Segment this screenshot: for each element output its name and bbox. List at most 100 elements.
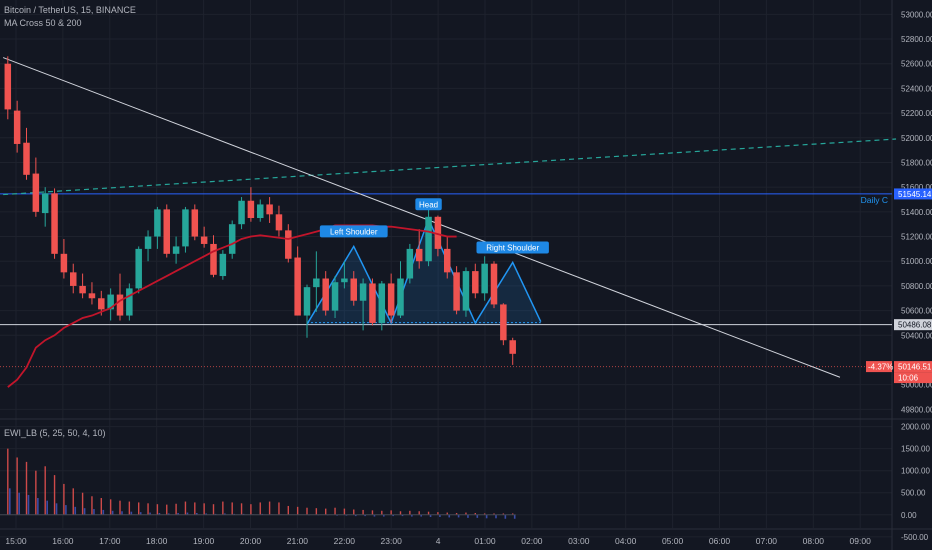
candle-body [434, 216, 442, 249]
sub-tick-label: 500.00 [901, 489, 926, 498]
candle-body [126, 288, 133, 316]
candle [415, 229, 423, 269]
pattern-label-bg [319, 225, 388, 238]
candle [434, 215, 442, 257]
candle-body [191, 209, 199, 237]
time-tick-label: 17:00 [99, 536, 121, 546]
candle-body [163, 209, 170, 254]
candle [266, 197, 273, 223]
pattern-label-bg [415, 198, 442, 211]
candle [294, 246, 301, 316]
candle-body [32, 173, 40, 212]
candle [107, 288, 114, 321]
candle-body [406, 248, 414, 279]
candle-body [322, 278, 329, 311]
candle [378, 280, 386, 331]
candle-body [144, 236, 152, 249]
candle-body [481, 263, 488, 294]
candle-body [98, 298, 105, 310]
candle-body [41, 193, 49, 214]
pattern-label-text: Right Shoulder [486, 243, 539, 252]
symbol-title: Bitcoin / TetherUS, 15, BINANCE [4, 5, 136, 15]
candle-body [509, 340, 516, 354]
price-tick-label: 52400.00 [901, 84, 932, 93]
candle [163, 204, 170, 258]
time-tick-label: 02:00 [521, 536, 543, 546]
candle-body [313, 278, 320, 288]
candle [341, 261, 348, 289]
candle-body [238, 200, 245, 225]
candle-body [247, 200, 255, 219]
time-tick-label: 20:00 [240, 536, 262, 546]
current-price-tag-text: 50146.51 [898, 363, 932, 372]
candle [135, 246, 142, 294]
candle-body [341, 278, 348, 283]
candle-body [331, 282, 339, 311]
candle-body [172, 246, 180, 254]
candle [369, 278, 376, 326]
candle [275, 205, 283, 237]
candle [154, 206, 161, 249]
candle-body [257, 204, 264, 219]
candle-body [23, 142, 30, 175]
time-tick-label: 19:00 [193, 536, 215, 546]
candle [126, 283, 133, 321]
time-tick-label: 08:00 [803, 536, 825, 546]
price-tick-label: 52600.00 [901, 60, 932, 69]
time-tick-label: 22:00 [334, 536, 356, 546]
candle [238, 197, 245, 230]
candle-body [350, 278, 357, 301]
candle-body [266, 204, 273, 215]
candle-body [369, 283, 376, 323]
candle [247, 187, 255, 222]
time-tick-label: 09:00 [850, 536, 872, 546]
candle [425, 209, 432, 267]
candle-body [387, 283, 395, 316]
sub-tick-label: 1000.00 [901, 467, 930, 476]
descending-trendline [2, 57, 841, 378]
pattern-label-bg [476, 241, 549, 254]
pattern-label: Head [415, 198, 442, 211]
candle [257, 199, 264, 222]
candle [13, 100, 21, 153]
candle [462, 267, 470, 317]
price-tick-label: 51400.00 [901, 208, 932, 217]
candle [481, 256, 488, 301]
timer-tag-bg [894, 372, 932, 384]
candle-body [303, 287, 311, 316]
candle-body [60, 253, 68, 273]
candle [51, 188, 58, 259]
candle [144, 230, 152, 262]
candle-body [472, 271, 479, 294]
candle-body [116, 294, 124, 316]
price-tick-label: 52800.00 [901, 35, 932, 44]
candle-body [107, 294, 114, 310]
candle [60, 239, 68, 279]
time-tick-label: 16:00 [52, 536, 74, 546]
daily-label: Daily C [861, 195, 888, 205]
candle [509, 337, 516, 365]
time-tick-label: 01:00 [474, 536, 496, 546]
candle-body [88, 293, 96, 299]
candle [4, 56, 12, 120]
time-tick-label: 06:00 [709, 536, 731, 546]
candle [191, 204, 199, 241]
current-price-tag-bg [894, 361, 932, 373]
candle-body [275, 214, 283, 231]
candle [444, 236, 451, 279]
price-tick-label: 50400.00 [901, 331, 932, 340]
sub-tick-label: 0.00 [901, 511, 917, 520]
candle [210, 235, 217, 278]
candle [453, 266, 460, 315]
candle [490, 261, 498, 309]
price-tick-label: 51200.00 [901, 233, 932, 242]
current-price-tag: 50146.51 [894, 361, 932, 373]
price-axis: 53000.00 52800.00 52600.00 52400.00 52200.00… [901, 10, 932, 414]
candle-body [490, 263, 498, 305]
dashed-trend-line [3, 138, 897, 196]
pattern-label-text: Left Shoulder [330, 227, 378, 236]
price-tick-label: 52000.00 [901, 134, 932, 143]
candle [472, 263, 479, 299]
candles-layer [4, 56, 516, 365]
